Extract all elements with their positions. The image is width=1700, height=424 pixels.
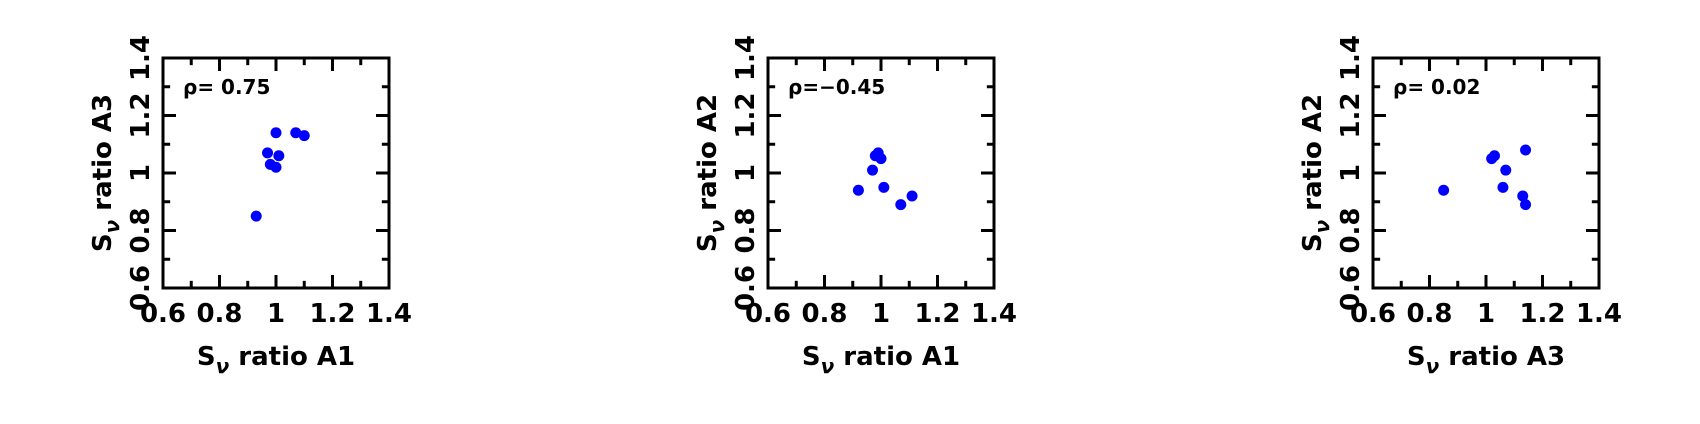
data-point bbox=[270, 127, 282, 139]
correlation-label: ρ= 0.02 bbox=[1393, 75, 1480, 99]
data-point bbox=[875, 153, 887, 165]
y-tick-label: 1.2 bbox=[1336, 92, 1366, 138]
y-tick-label: 1.4 bbox=[1336, 35, 1366, 81]
y-tick-label: 0.8 bbox=[731, 207, 761, 253]
y-tick-label: 0.8 bbox=[126, 207, 156, 253]
data-point bbox=[878, 181, 890, 193]
x-tick-label: 1.2 bbox=[914, 299, 960, 329]
y-tick-label: 1.2 bbox=[126, 92, 156, 138]
data-point bbox=[852, 184, 864, 196]
x-tick-label: 0.8 bbox=[196, 299, 242, 329]
x-axis-title: Sν ratio A3 bbox=[1407, 342, 1565, 378]
x-tick-label: 1.4 bbox=[1576, 299, 1622, 329]
data-point bbox=[273, 150, 285, 162]
data-point bbox=[298, 130, 310, 142]
x-tick-label: 1.4 bbox=[366, 299, 412, 329]
x-tick-label: 0.6 bbox=[140, 299, 186, 329]
data-point bbox=[1438, 184, 1450, 196]
ticks bbox=[766, 56, 996, 290]
data-points bbox=[250, 127, 310, 222]
scatter-panel-1: 0.6 0.8 1 1.2 1.4 0.6 0.8 1 1.2 1.4 Sν ratio A1 Sν … bbox=[88, 35, 412, 378]
x-tick-label: 1 bbox=[1477, 299, 1495, 329]
x-tick-label: 0.6 bbox=[745, 299, 791, 329]
x-tick-label: 1.2 bbox=[1519, 299, 1565, 329]
y-tick-label: 0.8 bbox=[1336, 207, 1366, 253]
x-tick-label: 0.6 bbox=[1350, 299, 1396, 329]
data-point bbox=[290, 127, 302, 139]
data-points bbox=[1438, 144, 1532, 211]
scatter-panel-3: 0.6 0.8 1 1.2 1.4 0.6 0.8 1 1.2 1.4 Sν ratio A3 Sν … bbox=[1298, 35, 1622, 378]
x-tick-label: 0.8 bbox=[801, 299, 847, 329]
y-tick-label: 1 bbox=[126, 164, 156, 182]
data-point bbox=[1500, 164, 1512, 176]
data-point bbox=[250, 210, 262, 222]
data-points bbox=[852, 147, 918, 211]
x-axis-title: Sν ratio A1 bbox=[197, 342, 355, 378]
data-point bbox=[1517, 190, 1529, 202]
y-tick-label: 1.4 bbox=[731, 35, 761, 81]
data-point bbox=[1497, 181, 1509, 193]
x-axis-title: Sν ratio A1 bbox=[802, 342, 960, 378]
x-tick-label: 1 bbox=[267, 299, 285, 329]
ticks bbox=[1371, 56, 1601, 290]
data-point bbox=[270, 161, 282, 173]
scatter-panel-2: 0.6 0.8 1 1.2 1.4 0.6 0.8 1 1.2 1.4 Sν ratio A1 Sν … bbox=[693, 35, 1017, 378]
x-tick-label: 1.4 bbox=[971, 299, 1017, 329]
y-axis-title: Sν ratio A2 bbox=[693, 94, 729, 252]
data-point bbox=[262, 147, 274, 159]
data-point bbox=[1488, 150, 1500, 162]
y-tick-label: 1 bbox=[1336, 164, 1366, 182]
data-point bbox=[906, 190, 918, 202]
data-point bbox=[1520, 199, 1532, 211]
x-tick-label: 0.8 bbox=[1406, 299, 1452, 329]
correlation-label: ρ=−0.45 bbox=[788, 75, 885, 99]
y-axis-title: Sν ratio A2 bbox=[1298, 94, 1334, 252]
y-tick-label: 0.6 bbox=[1336, 265, 1366, 311]
y-axis-title: Sν ratio A3 bbox=[88, 94, 124, 252]
data-point bbox=[1520, 144, 1532, 156]
y-tick-label: 0.6 bbox=[126, 265, 156, 311]
data-point bbox=[867, 164, 879, 176]
y-tick-label: 1.2 bbox=[731, 92, 761, 138]
x-tick-label: 1 bbox=[872, 299, 890, 329]
correlation-label: ρ= 0.75 bbox=[183, 75, 270, 99]
ticks bbox=[161, 56, 391, 290]
data-point bbox=[895, 199, 907, 211]
y-tick-label: 1.4 bbox=[126, 35, 156, 81]
y-tick-label: 0.6 bbox=[731, 265, 761, 311]
y-tick-label: 1 bbox=[731, 164, 761, 182]
x-tick-label: 1.2 bbox=[309, 299, 355, 329]
